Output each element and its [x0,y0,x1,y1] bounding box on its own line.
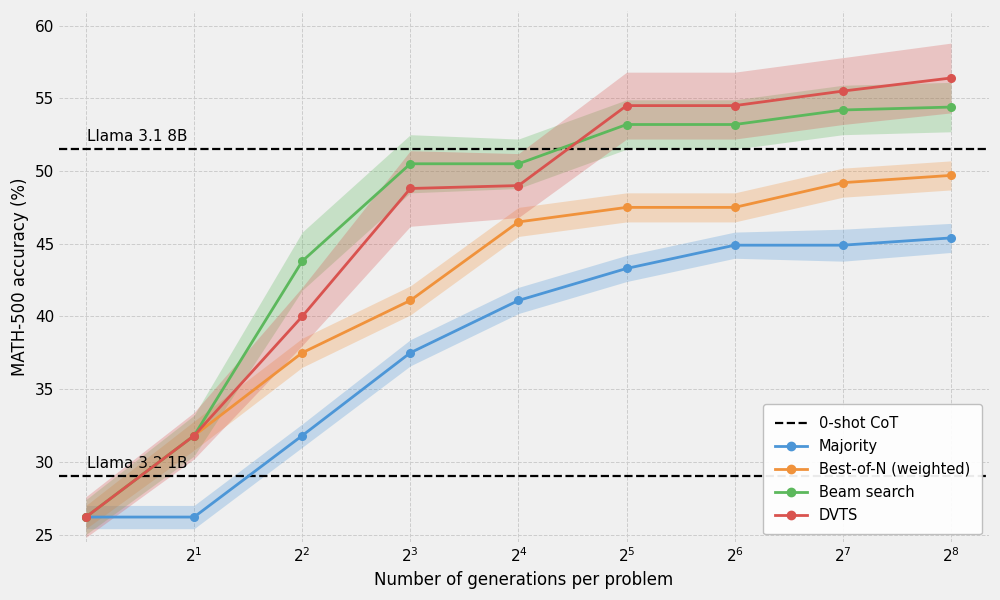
Y-axis label: MATH-500 accuracy (%): MATH-500 accuracy (%) [11,177,29,376]
Text: Llama 3.1 8B: Llama 3.1 8B [87,129,187,144]
Legend: 0-shot CoT, Majority, Best-of-N (weighted), Beam search, DVTS: 0-shot CoT, Majority, Best-of-N (weighte… [763,404,982,535]
Text: Llama 3.2 1B: Llama 3.2 1B [87,456,187,471]
X-axis label: Number of generations per problem: Number of generations per problem [374,571,674,589]
